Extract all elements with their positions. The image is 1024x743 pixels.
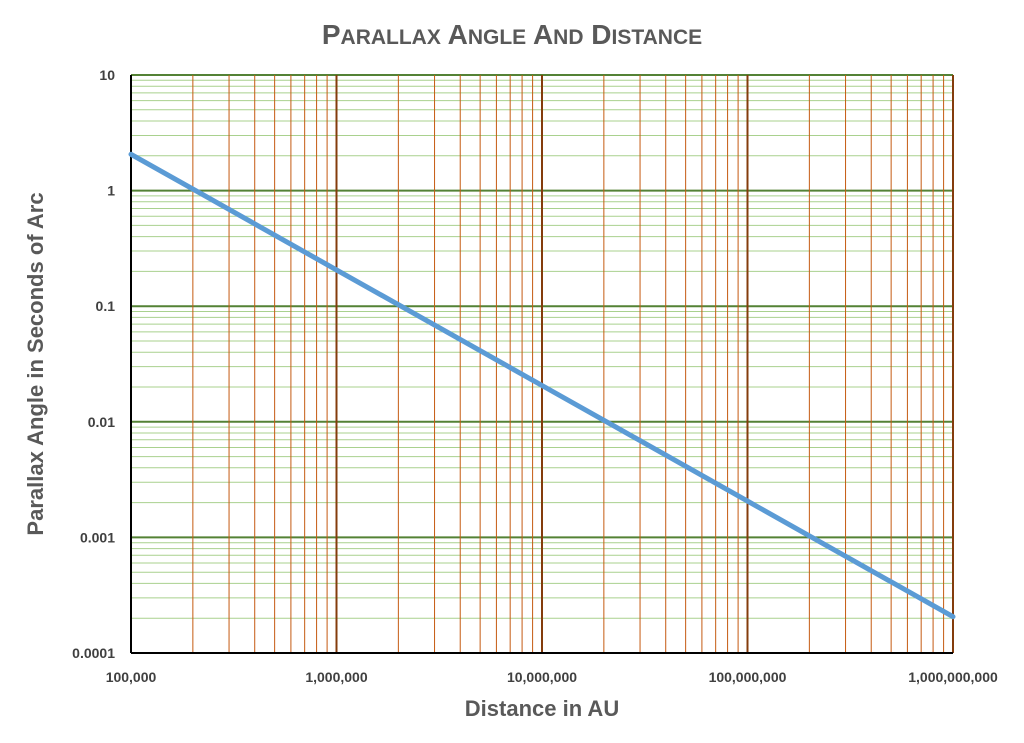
x-tick-label: 10,000,000 <box>507 669 577 685</box>
series <box>128 151 956 620</box>
y-tick-label: 10 <box>99 67 115 83</box>
x-tick-label: 1,000,000 <box>305 669 367 685</box>
x-tick-label: 100,000 <box>106 669 157 685</box>
y-tick-label: 0.1 <box>96 298 116 314</box>
x-tick-label: 1,000,000,000 <box>908 669 998 685</box>
x-axis-title: Distance in AU <box>465 696 619 721</box>
chart-title-text: PARALLAX ANGLE AND DISTANCE <box>322 19 702 50</box>
axes <box>130 75 953 654</box>
tick-labels: 100,000 1,000,000 10,000,000 100,000,000 1,0… <box>72 67 998 685</box>
y-tick-label: 0.0001 <box>72 645 115 661</box>
x-tick-label: 100,000,000 <box>709 669 787 685</box>
y-tick-label: 0.01 <box>88 414 115 430</box>
series-line-0 <box>128 151 956 620</box>
y-tick-label: 1 <box>107 183 115 199</box>
y-tick-label: 0.001 <box>80 529 115 545</box>
y-axis-title: Parallax Angle in Seconds of Arc <box>23 192 48 535</box>
grid <box>130 74 954 654</box>
chart-title: PARALLAX ANGLE AND DISTANCE <box>322 19 702 50</box>
